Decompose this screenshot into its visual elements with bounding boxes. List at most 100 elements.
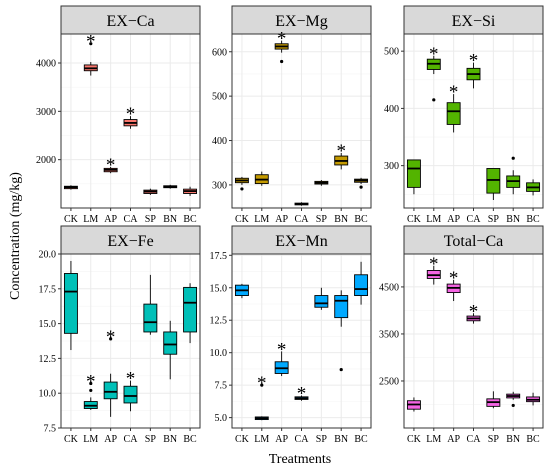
x-tick-label: BC	[183, 434, 197, 445]
significance-marker: *	[126, 369, 136, 390]
significance-marker: *	[277, 29, 287, 50]
significance-marker: *	[126, 104, 136, 125]
y-tick-label: 400	[384, 104, 399, 115]
y-tick-label: 3000	[36, 107, 56, 118]
x-tick-label: BC	[183, 214, 197, 225]
box-bc	[526, 392, 541, 406]
box-sp	[143, 188, 158, 195]
x-tick-label: CK	[407, 214, 422, 225]
y-tick-label: 500	[212, 92, 227, 103]
box-ck	[63, 185, 78, 190]
x-tick-label: CA	[295, 214, 310, 225]
significance-marker: *	[449, 268, 459, 289]
box-ca: *	[466, 301, 481, 324]
panel-title: EX−Mn	[275, 233, 328, 250]
y-tick-label: 600	[212, 47, 227, 58]
x-tick-label: LM	[426, 214, 441, 225]
x-tick-label: BN	[506, 434, 520, 445]
box-lm: *	[426, 44, 441, 102]
strip-ex-mn	[231, 225, 372, 255]
x-tick-label: BN	[334, 434, 348, 445]
box-ap: *	[103, 155, 118, 176]
box-lm: *	[83, 32, 98, 76]
box-lm: *	[83, 371, 98, 410]
x-tick-label: SP	[145, 434, 157, 445]
x-tick-label: BN	[163, 434, 177, 445]
strip-total-ca	[403, 225, 544, 255]
outlier-point	[339, 367, 343, 372]
outlier-point	[109, 337, 113, 341]
strip-ex-fe	[60, 225, 201, 255]
y-axis-title: Concentration (mg/kg)	[8, 172, 23, 300]
y-tick-label: 2000	[36, 155, 56, 166]
panel-title: EX−Mg	[275, 13, 328, 30]
box-body	[314, 295, 329, 308]
x-tick-label: BC	[354, 434, 368, 445]
box-sp	[486, 391, 501, 409]
box-body	[143, 303, 158, 333]
outlier-point	[89, 381, 93, 386]
y-tick-label: 15.0	[39, 319, 57, 330]
x-tick-label: CK	[64, 214, 79, 225]
box-bn	[506, 391, 521, 408]
significance-marker: *	[429, 254, 439, 275]
y-tick-label: 10.0	[210, 348, 228, 359]
box-bn	[163, 320, 178, 380]
outlier-point	[280, 59, 284, 64]
box-body	[406, 159, 421, 188]
x-tick-label: AP	[447, 434, 460, 445]
outlier-point	[260, 383, 264, 387]
panel-ex-si: EX−Si * * * 300 400 500 CK LM AP CA SP BN BC	[384, 5, 544, 225]
significance-marker: *	[257, 373, 267, 394]
x-tick-label: BC	[526, 434, 540, 445]
outlier-point	[89, 388, 93, 393]
x-tick-label: CA	[295, 434, 310, 445]
box-body	[446, 102, 461, 125]
x-tick-label: BC	[526, 214, 540, 225]
box-bc	[183, 283, 198, 344]
significance-marker: *	[277, 339, 287, 360]
significance-marker: *	[469, 301, 479, 322]
outlier-point	[511, 403, 515, 408]
box-body	[103, 381, 118, 400]
x-tick-label: CK	[64, 434, 79, 445]
significance-marker: *	[297, 384, 307, 405]
x-tick-label: AP	[275, 434, 288, 445]
significance-marker: *	[106, 327, 116, 348]
x-axis-title: Treatments	[269, 452, 331, 467]
box-sp	[143, 274, 158, 335]
box-bn: *	[334, 141, 349, 170]
box-sp	[486, 168, 501, 200]
box-ca	[294, 202, 309, 206]
x-tick-label: CA	[124, 214, 139, 225]
box-ap: *	[103, 327, 118, 417]
x-tick-label: CK	[235, 434, 250, 445]
box-ck	[234, 283, 249, 299]
x-tick-label: CA	[467, 214, 482, 225]
panel-total-ca: Total−Ca * * * 2500 3500 4500 CK LM AP CA SP BN BC	[379, 225, 544, 445]
box-bc	[354, 177, 369, 189]
box-ck	[63, 260, 78, 351]
panel-ex-fe: EX−Fe * * * 7.5 10.0 12.5 15.0 17.5 20.0 CK LM AP CA S…	[39, 225, 201, 445]
x-tick-label: SP	[316, 434, 328, 445]
x-tick-label: LM	[83, 434, 98, 445]
x-tick-label: SP	[488, 214, 500, 225]
box-lm	[254, 171, 269, 186]
panel-ex-mn: EX−Mn * * * 5.0 7.5 10.0 12.5 15.0 17.5 CK LM AP CA SP…	[210, 225, 372, 445]
outlier-point	[359, 185, 363, 189]
y-tick-label: 5.0	[215, 413, 228, 424]
box-body	[163, 331, 178, 355]
box-ap: *	[446, 268, 461, 302]
y-tick-label: 3500	[379, 329, 399, 340]
box-sp	[314, 180, 329, 186]
y-tick-label: 500	[384, 47, 399, 58]
strip-ex-si	[403, 5, 544, 35]
x-tick-label: BC	[354, 214, 368, 225]
y-tick-label: 10.0	[39, 389, 57, 400]
x-tick-label: LM	[426, 434, 441, 445]
box-bn	[163, 184, 178, 189]
box-lm: *	[426, 254, 441, 285]
outlier-point	[432, 98, 436, 102]
box-ap: *	[274, 29, 289, 64]
